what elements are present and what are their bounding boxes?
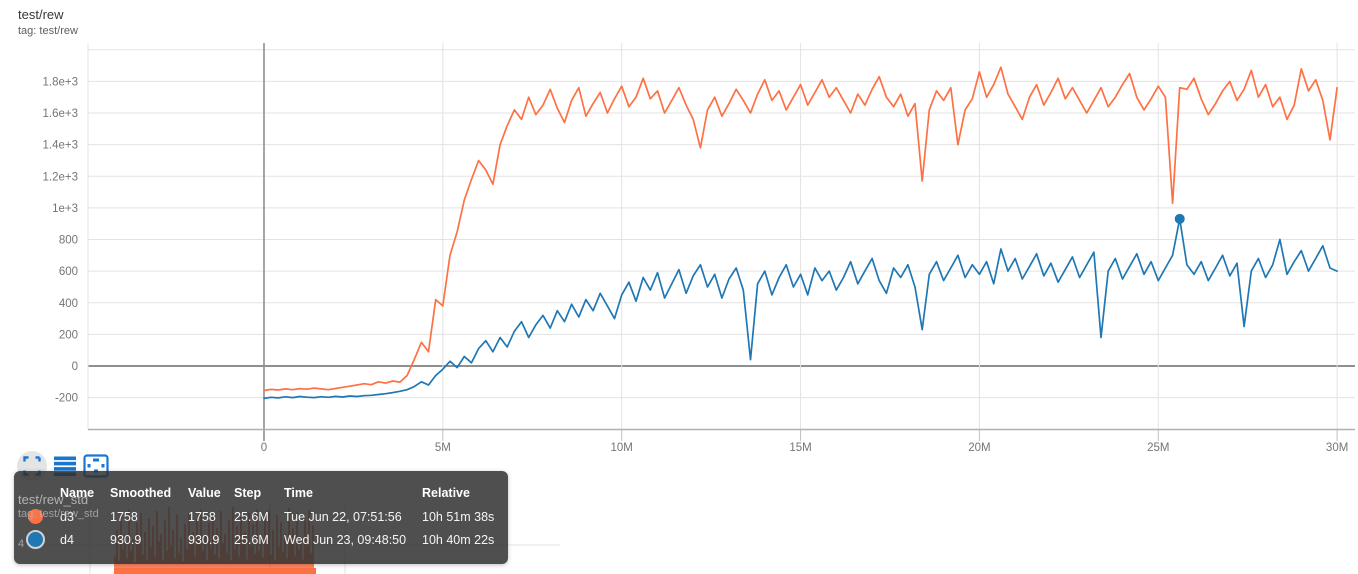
x-tick-label: 20M [968,442,990,452]
run-relative: 10h 40m 22s [422,532,495,547]
x-tick-label: 5M [435,442,451,452]
run-time: Tue Jun 22, 07:51:56 [284,509,402,524]
y-tick-label: 200 [59,329,78,341]
run-relative: 10h 51m 38s [422,509,495,524]
chart-title-std: test/rew_std [18,492,89,507]
y-tick-label: 800 [59,235,78,247]
table-row [14,528,60,551]
y-tick-label: 1.4e+3 [43,140,79,152]
y-tick-label: -200 [55,393,78,405]
run-value: 930.9 [188,532,220,547]
tooltip-col-step: Step [234,485,262,500]
x-tick-label: 0 [261,442,267,452]
y-tick-label: 1e+3 [52,203,78,215]
run-time: Wed Jun 23, 09:48:50 [284,532,407,547]
tooltip-col-value: Value [188,485,221,500]
chart-tag-subtitle-std: tag: test/rew_std [18,508,99,520]
tooltip-col-smoothed: Smoothed [110,485,172,500]
hovered-point-marker[interactable] [1174,213,1185,224]
chart-tag-subtitle: tag: test/rew [18,25,78,37]
scalar-chart[interactable]: -200 0 200 400 600 800 1e+3 1.2e+3 1.4e+3 1.6e+3 1… [0,0,1358,452]
run-color-swatch-d4 [26,530,45,549]
x-tick-label: 10M [611,442,633,452]
y-tick-label: 1.6e+3 [43,108,79,120]
run-value: 1758 [188,509,216,524]
series-base-band [114,568,316,574]
y-tick-label: 600 [59,266,78,278]
y-tick-label: 400 [59,298,78,310]
run-smoothed: 1758 [110,509,138,524]
run-smoothed: 930.9 [110,532,142,547]
run-name: d4 [60,532,74,547]
tooltip-col-time: Time [284,485,313,500]
y-tick-label: 0 [72,361,78,373]
table-row [14,505,60,528]
hover-tooltip: Name Smoothed Value Step Time Relative d… [14,471,508,564]
run-name: d3 [60,509,74,524]
x-tick-label: 25M [1147,442,1169,452]
y-tick-label: 1.2e+3 [43,171,79,183]
tooltip-col-relative: Relative [422,485,470,500]
tooltip-col-name: Name [60,485,95,500]
run-step: 25.6M [234,532,269,547]
y-tick-label-std: 4 [18,538,25,550]
run-step: 25.6M [234,509,269,524]
x-tick-label: 30M [1326,442,1348,452]
series-line-d3[interactable] [263,66,1338,392]
x-tick-label: 15M [789,442,811,452]
y-tick-label: 1.8e+3 [43,76,79,88]
run-color-swatch-d3 [28,509,43,524]
series-line-d4[interactable] [263,217,1338,400]
chart-title: test/rew [18,7,64,22]
